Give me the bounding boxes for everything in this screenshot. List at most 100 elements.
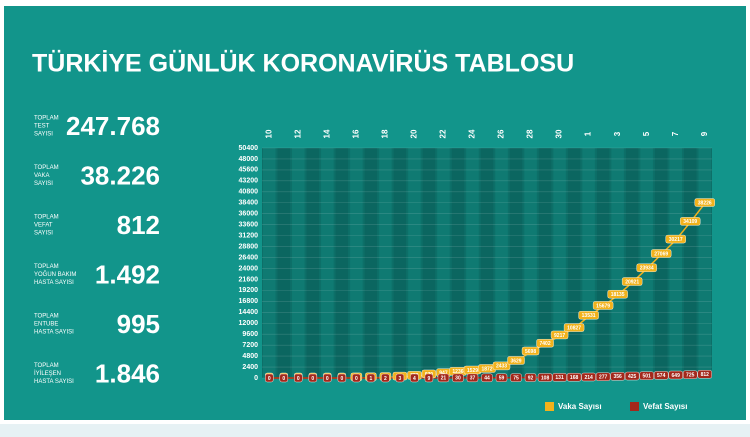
data-point xyxy=(381,373,390,383)
data-label: 131 xyxy=(555,375,564,381)
data-point xyxy=(697,370,712,379)
data-label: 30 xyxy=(455,376,461,382)
y-tick-label: 21600 xyxy=(239,276,259,283)
data-point xyxy=(521,346,540,356)
legend-label: Vaka Sayısı xyxy=(558,402,602,411)
data-label: 0 xyxy=(282,376,285,382)
stat-label: SAYISI xyxy=(34,181,53,187)
data-label: 13531 xyxy=(582,313,596,319)
data-label: 168 xyxy=(570,375,579,381)
column-stripe xyxy=(263,148,276,378)
stat-label: SAYISI xyxy=(34,132,53,138)
column-stripe xyxy=(611,148,624,378)
column-stripe xyxy=(698,148,711,378)
data-label: 947 xyxy=(439,371,448,377)
stat-label: TOPLAM xyxy=(34,116,59,122)
data-label: 574 xyxy=(657,373,666,379)
data-label: 9217 xyxy=(554,333,565,339)
x-tick-label: 30 xyxy=(555,129,564,138)
data-point xyxy=(495,373,508,382)
data-label: 3629 xyxy=(510,358,521,364)
x-tick-label: 9 xyxy=(700,131,709,136)
column-stripe xyxy=(669,148,682,378)
data-point xyxy=(352,373,361,383)
data-label: 1529 xyxy=(467,368,478,374)
column-stripe xyxy=(640,148,653,378)
data-label: 38226 xyxy=(698,200,712,206)
column-stripe xyxy=(524,148,537,378)
stat-label: SAYISI xyxy=(34,231,53,237)
x-tick-label: 1 xyxy=(584,131,593,136)
column-stripe xyxy=(509,148,523,378)
column-stripe xyxy=(596,148,610,378)
data-label: 75 xyxy=(513,375,519,381)
data-point xyxy=(680,217,701,226)
data-point xyxy=(424,373,434,383)
title: TÜRKİYE GÜNLÜK KORONAVİRÜS TABLOSU xyxy=(32,49,574,78)
stat-label: VEFAT xyxy=(34,223,53,229)
data-point xyxy=(437,373,450,383)
data-label: 15679 xyxy=(596,303,610,309)
column-stripe xyxy=(335,148,349,378)
data-point xyxy=(665,234,686,244)
data-label: 3 xyxy=(399,376,402,382)
stat-label: YOĞUN BAKIM xyxy=(34,271,76,278)
column-stripe xyxy=(567,148,581,378)
data-point xyxy=(308,373,318,383)
data-point xyxy=(683,370,698,379)
y-tick-label: 31200 xyxy=(239,232,259,239)
data-point xyxy=(566,373,582,382)
data-label: 21 xyxy=(441,376,447,382)
data-label: 7402 xyxy=(540,341,551,347)
column-stripe xyxy=(654,148,668,378)
y-tick-label: 45600 xyxy=(239,167,259,174)
x-tick-label: 14 xyxy=(322,129,331,138)
column-stripe xyxy=(422,148,436,378)
column-stripe xyxy=(393,148,407,378)
y-tick-label: 0 xyxy=(254,375,258,382)
data-label: 9 xyxy=(428,376,431,382)
data-label: 108 xyxy=(541,375,550,381)
stat-label: HASTA SAYISI xyxy=(34,379,74,385)
column-stripe xyxy=(321,148,334,378)
column-stripe xyxy=(306,148,320,378)
data-label: 92 xyxy=(528,375,534,381)
footer-strip xyxy=(0,424,750,437)
data-point xyxy=(636,263,657,272)
x-tick-label: 22 xyxy=(439,129,448,138)
data-point xyxy=(279,373,288,383)
data-point xyxy=(395,373,405,383)
y-tick-label: 4800 xyxy=(242,353,258,360)
data-label: 27069 xyxy=(654,251,668,257)
column-stripe xyxy=(538,148,552,378)
data-label: 0 xyxy=(340,376,343,382)
column-stripe xyxy=(379,148,392,378)
data-label: 44 xyxy=(484,376,490,382)
data-label: 1 xyxy=(369,376,372,382)
y-tick-label: 38400 xyxy=(239,200,259,207)
data-point xyxy=(524,373,537,382)
column-stripe xyxy=(495,148,508,378)
y-tick-label: 14400 xyxy=(239,309,259,316)
data-label: 0 xyxy=(355,376,358,382)
data-label: 20921 xyxy=(625,279,639,285)
data-label: 812 xyxy=(701,372,710,378)
column-stripe xyxy=(480,148,494,378)
data-point xyxy=(653,371,669,380)
x-tick-label: 5 xyxy=(642,131,651,136)
column-stripe xyxy=(466,148,479,378)
stat-label: İYİLEŞEN xyxy=(34,370,61,377)
stat-value: 1.492 xyxy=(95,259,160,289)
x-tick-label: 20 xyxy=(410,129,419,138)
column-stripe xyxy=(350,148,363,378)
data-label: 501 xyxy=(643,374,652,380)
data-point xyxy=(668,370,683,380)
data-point xyxy=(639,371,654,380)
x-tick-label: 3 xyxy=(613,131,622,136)
column-stripe xyxy=(437,148,450,378)
data-point xyxy=(581,372,596,382)
stat-label: HASTA SAYISI xyxy=(34,280,74,286)
data-point xyxy=(650,249,672,258)
data-point xyxy=(294,373,303,383)
data-point xyxy=(265,373,274,383)
